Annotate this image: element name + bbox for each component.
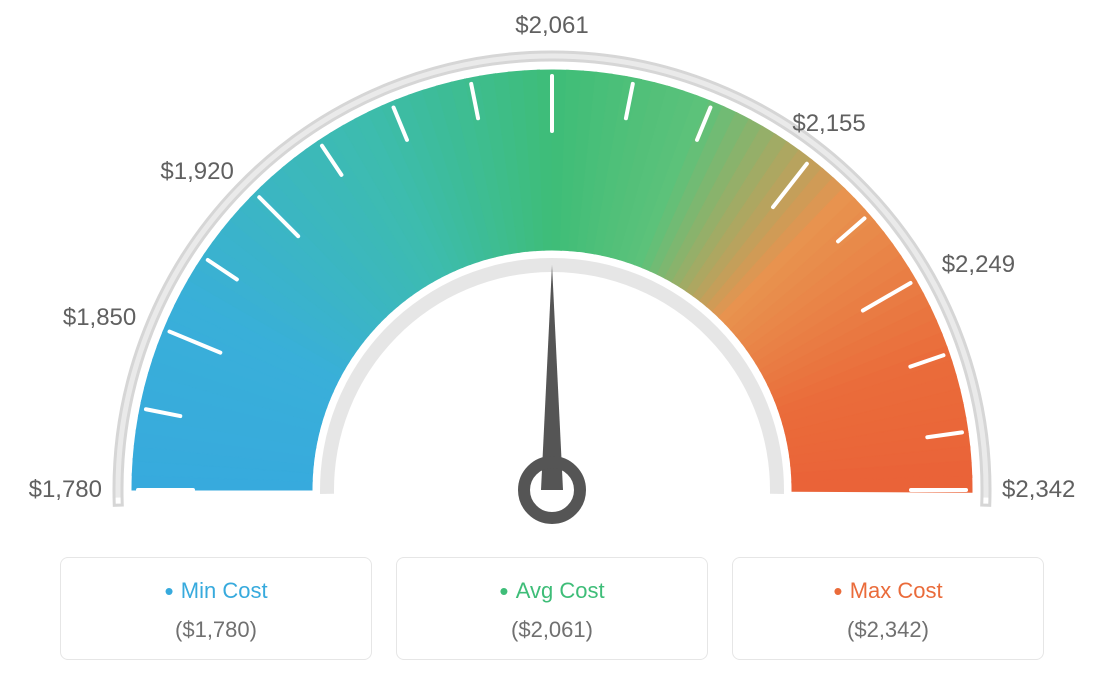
gauge-tick-label: $1,780	[29, 476, 102, 504]
legend-max-value: ($2,342)	[743, 617, 1033, 643]
legend-avg-label: Avg Cost	[407, 576, 697, 607]
legend-min-value: ($1,780)	[71, 617, 361, 643]
legend-min-card: Min Cost ($1,780)	[60, 557, 372, 660]
gauge-tick-label: $2,249	[942, 251, 1015, 279]
gauge-tick-label: $1,850	[63, 304, 136, 332]
legend-min-label: Min Cost	[71, 576, 361, 607]
gauge-tick-label: $1,920	[160, 158, 233, 186]
legend-avg-value: ($2,061)	[407, 617, 697, 643]
legend-row: Min Cost ($1,780) Avg Cost ($2,061) Max …	[60, 557, 1044, 660]
legend-max-label: Max Cost	[743, 576, 1033, 607]
gauge-tick-label: $2,155	[792, 110, 865, 138]
gauge-tick-label: $2,061	[515, 12, 588, 40]
legend-max-card: Max Cost ($2,342)	[732, 557, 1044, 660]
cost-gauge-container: $1,780 $1,850 $1,920 $2,061 $2,155 $2,249 $2,3…	[0, 0, 1104, 690]
gauge-tick-label: $2,342	[1002, 476, 1075, 504]
legend-avg-card: Avg Cost ($2,061)	[396, 557, 708, 660]
gauge-chart: $1,780 $1,850 $1,920 $2,061 $2,155 $2,249 $2,3…	[0, 0, 1104, 560]
